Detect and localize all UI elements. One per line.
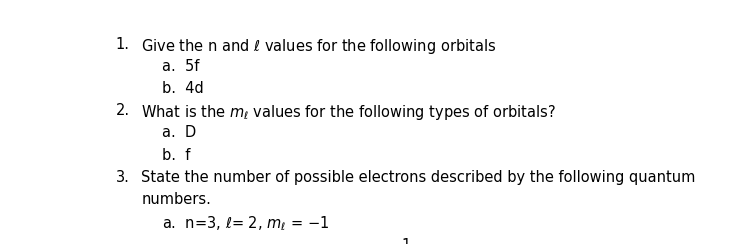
Text: b.  f: b. f: [162, 148, 190, 163]
Text: b.  4d: b. 4d: [162, 81, 204, 96]
Text: b.  n =5, $\ell$ = 0, $m_\ell$ = $-$2, $m_s$ = $-\dfrac{1}{2}$: b. n =5, $\ell$ = 0, $m_\ell$ = $-$2, $m…: [162, 236, 413, 244]
Text: a.  n=3, $\ell$= 2, $m_\ell$ = $-$1: a. n=3, $\ell$= 2, $m_\ell$ = $-$1: [162, 214, 330, 233]
Text: What is the $m_\ell$ values for the following types of orbitals?: What is the $m_\ell$ values for the foll…: [142, 103, 556, 122]
Text: numbers.: numbers.: [142, 192, 211, 207]
Text: a.  5f: a. 5f: [162, 59, 199, 74]
Text: a.  D: a. D: [162, 125, 196, 141]
Text: 3.: 3.: [115, 170, 130, 185]
Text: State the number of possible electrons described by the following quantum: State the number of possible electrons d…: [142, 170, 696, 185]
Text: 2.: 2.: [115, 103, 130, 118]
Text: Give the n and $\ell$ values for the following orbitals: Give the n and $\ell$ values for the fol…: [142, 37, 497, 56]
Text: 1.: 1.: [115, 37, 130, 52]
